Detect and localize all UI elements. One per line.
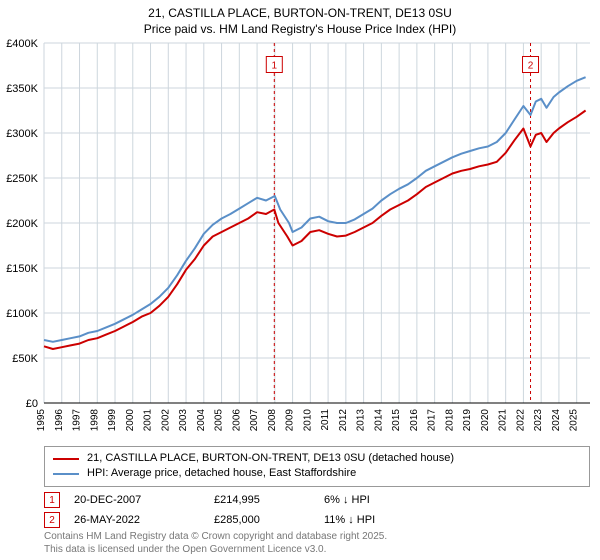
x-tick-label: 2023 [533, 409, 544, 432]
marker-price: £285,000 [214, 514, 324, 526]
x-tick-label: 2015 [391, 409, 402, 432]
x-tick-label: 2011 [320, 409, 331, 431]
event-marker-number: 1 [272, 61, 278, 72]
x-tick-label: 1997 [72, 409, 83, 432]
event-marker-number: 2 [528, 61, 534, 72]
x-tick-label: 2005 [214, 409, 225, 432]
chart-area: £0 £50K £100K £150K £200K £250K £300K £350K £400… [0, 37, 600, 447]
x-tick-label: 2019 [462, 409, 473, 432]
x-tick-label: 2025 [569, 409, 580, 432]
legend: 21, CASTILLA PLACE, BURTON-ON-TRENT, DE1… [44, 446, 590, 487]
footer-attribution: Contains HM Land Registry data © Crown c… [44, 531, 590, 556]
y-tick-label: £50K [12, 353, 38, 365]
y-tick-label: £400K [6, 38, 38, 50]
marker-delta: 11% ↓ HPI [324, 514, 444, 526]
title-subtitle: Price paid vs. HM Land Registry's House … [0, 22, 600, 38]
x-tick-label: 2007 [249, 409, 260, 432]
x-tick-label: 2012 [338, 409, 349, 432]
marker-row: 2 26-MAY-2022£285,00011% ↓ HPI [44, 510, 590, 530]
x-tick-label: 1996 [54, 409, 65, 432]
y-tick-label: £300K [6, 128, 38, 140]
x-tick-label: 2014 [373, 409, 384, 432]
marker-date: 26-MAY-2022 [74, 514, 214, 526]
y-tick-label: £200K [6, 218, 38, 230]
x-tick-label: 2021 [498, 409, 509, 432]
x-tick-label: 2006 [231, 409, 242, 432]
x-tick-label: 2002 [160, 409, 171, 432]
x-tick-label: 2024 [551, 409, 562, 432]
x-tick-label: 1995 [36, 409, 47, 432]
legend-label: HPI: Average price, detached house, East… [87, 466, 356, 481]
x-tick-label: 2020 [480, 409, 491, 432]
legend-swatch [53, 458, 79, 460]
marker-date: 20-DEC-2007 [74, 494, 214, 506]
marker-delta: 6% ↓ HPI [324, 494, 444, 506]
x-tick-label: 2001 [143, 409, 154, 432]
marker-row: 1 20-DEC-2007£214,9956% ↓ HPI [44, 490, 590, 510]
x-tick-label: 2013 [356, 409, 367, 432]
marker-price: £214,995 [214, 494, 324, 506]
marker-number-box: 2 [44, 512, 60, 528]
y-tick-label: £100K [6, 308, 38, 320]
legend-item: HPI: Average price, detached house, East… [53, 466, 581, 481]
y-tick-label: £150K [6, 263, 38, 275]
x-tick-label: 1999 [107, 409, 118, 432]
x-tick-label: 2000 [125, 409, 136, 432]
x-tick-label: 2017 [427, 409, 438, 432]
x-tick-label: 2022 [515, 409, 526, 432]
marker-table: 1 20-DEC-2007£214,9956% ↓ HPI 2 26-MAY-2022… [44, 490, 590, 530]
x-tick-label: 2016 [409, 409, 420, 432]
chart-svg: £0 £50K £100K £150K £200K £250K £300K £350K £400… [0, 37, 600, 447]
legend-swatch [53, 473, 79, 475]
footer-line: This data is licensed under the Open Gov… [44, 544, 590, 557]
x-tick-label: 2009 [285, 409, 296, 432]
legend-item: 21, CASTILLA PLACE, BURTON-ON-TRENT, DE1… [53, 451, 581, 466]
chart-container: 21, CASTILLA PLACE, BURTON-ON-TRENT, DE1… [0, 0, 600, 560]
x-tick-label: 2004 [196, 409, 207, 432]
marker-number-box: 1 [44, 492, 60, 508]
y-tick-label: £250K [6, 173, 38, 185]
x-tick-label: 2018 [444, 409, 455, 432]
x-tick-label: 2008 [267, 409, 278, 432]
title-address: 21, CASTILLA PLACE, BURTON-ON-TRENT, DE1… [0, 6, 600, 22]
y-tick-label: £0 [26, 398, 38, 410]
y-tick-label: £350K [6, 83, 38, 95]
footer-line: Contains HM Land Registry data © Crown c… [44, 531, 590, 544]
title-block: 21, CASTILLA PLACE, BURTON-ON-TRENT, DE1… [0, 0, 600, 37]
x-tick-label: 2010 [302, 409, 313, 432]
x-tick-label: 2003 [178, 409, 189, 432]
x-tick-label: 1998 [89, 409, 100, 432]
legend-label: 21, CASTILLA PLACE, BURTON-ON-TRENT, DE1… [87, 451, 454, 466]
